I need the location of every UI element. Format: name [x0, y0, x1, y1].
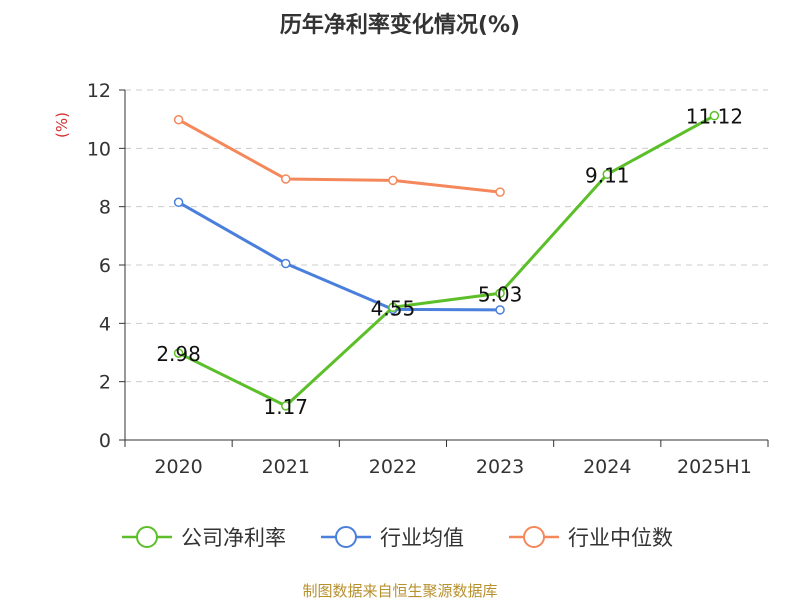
x-tick-label: 2021 [262, 456, 310, 478]
y-tick-label: 2 [99, 372, 111, 394]
x-tick-label: 2023 [476, 456, 524, 478]
data-label: 5.03 [478, 282, 523, 306]
data-point [173, 348, 184, 358]
source-note: 制图数据来自恒生聚源数据库 [302, 582, 497, 600]
data-point [173, 115, 184, 125]
y-tick-label: 12 [87, 80, 111, 102]
y-tick-label: 6 [99, 255, 111, 277]
data-point [709, 110, 720, 121]
x-tick-label: 2020 [154, 456, 202, 478]
data-point [281, 401, 291, 411]
data-point [495, 288, 505, 299]
data-point [388, 302, 398, 313]
legend-label: 行业中位数 [568, 526, 673, 550]
axes: 0 2 4 6 8 10 12 2020 2021 2022 2023 2024 2025H1 [87, 80, 769, 478]
y-tick-label: 8 [99, 197, 111, 219]
data-label: 4.55 [371, 296, 416, 320]
x-tick-label: 2022 [369, 456, 417, 478]
legend-marker [523, 526, 545, 548]
x-tick-label: 2024 [583, 456, 631, 478]
legend-item-0[interactable]: 公司净利率 [122, 526, 286, 550]
legend-label: 行业均值 [380, 526, 464, 550]
data-point [281, 174, 291, 184]
y-axis-label: (%) [53, 112, 71, 138]
series-line-0 [177, 114, 716, 408]
data-point [495, 187, 505, 197]
data-label: 9.11 [585, 163, 630, 187]
y-tick-label: 4 [99, 313, 111, 335]
series-line-2 [177, 118, 501, 194]
legend-marker [136, 526, 158, 548]
x-tick-label: 2025H1 [677, 456, 752, 478]
series-lines [173, 110, 720, 411]
data-point [173, 197, 184, 208]
legend-item-2[interactable]: 行业中位数 [509, 526, 673, 550]
data-point [602, 169, 612, 180]
grid-lines [125, 89, 768, 383]
data-point [495, 305, 505, 315]
data-label: 1.17 [263, 395, 308, 419]
data-point [281, 258, 291, 269]
chart-title: 历年净利率变化情况(%) [280, 12, 520, 38]
series-line-1 [177, 200, 501, 312]
legend-marker [335, 526, 357, 548]
legend-item-1[interactable]: 行业均值 [321, 526, 464, 550]
data-labels: 2.98 1.17 4.55 5.03 9.11 11.12 [156, 105, 743, 419]
data-label: 2.98 [156, 342, 201, 366]
y-tick-label: 10 [87, 138, 111, 160]
legend-label: 公司净利率 [181, 526, 286, 550]
data-point [388, 175, 398, 186]
legend[interactable]: 公司净利率 行业均值 行业中位数 [122, 526, 673, 550]
data-label: 11.12 [686, 105, 743, 129]
y-tick-label: 0 [99, 430, 111, 452]
